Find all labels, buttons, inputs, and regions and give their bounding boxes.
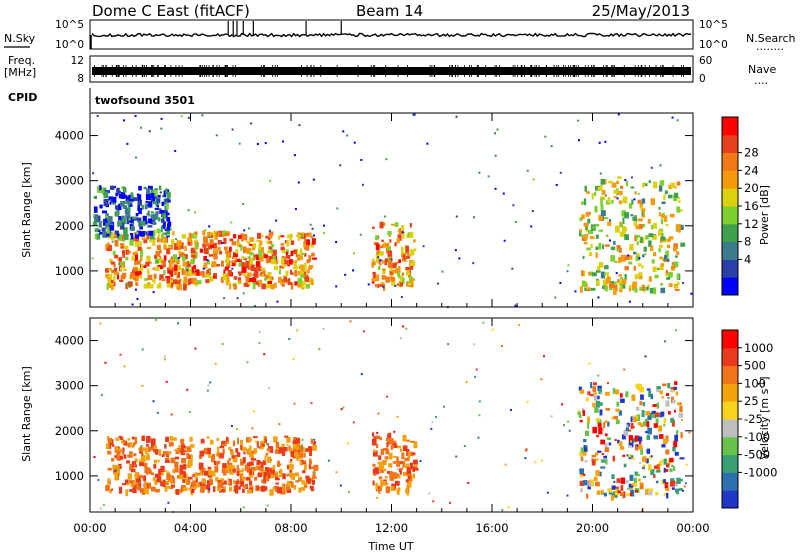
nsky-label: N.Sky xyxy=(4,32,36,45)
beam-title: Beam 14 xyxy=(356,2,423,20)
power-ylabel: Slant Range [km] xyxy=(20,162,33,258)
noise-right-tick-bottom: 10^0 xyxy=(699,39,728,51)
nave-dots: .... xyxy=(754,74,768,87)
range-tick-label: 4000 xyxy=(55,334,84,348)
nave-right-tick-bottom: 0 xyxy=(699,73,706,85)
range-tick-label: 1000 xyxy=(55,469,84,483)
range-tick-label: 3000 xyxy=(55,379,84,393)
colorbar-tick-label: -100 xyxy=(744,430,770,444)
frequency-panel: 12 8 60 0 xyxy=(71,55,713,85)
colorbar-tick-label: 25 xyxy=(744,394,759,408)
time-axis: 00:00 04:00 08:00 12:00 16:00 20:00 00:00 xyxy=(73,113,710,535)
colorbar-tick-label: 4 xyxy=(744,252,751,266)
colorbar-tick-label: 1000 xyxy=(744,341,773,355)
range-tick-label: 4000 xyxy=(55,129,84,143)
nsky-trace xyxy=(91,32,692,38)
colorbar-tick-label: 28 xyxy=(744,146,759,160)
colorbar-tick-label: 20 xyxy=(744,181,759,195)
freq-unit-label: [MHz] xyxy=(4,66,36,79)
time-axis-label: Time UT xyxy=(367,540,413,553)
range-tick-label: 2000 xyxy=(55,424,84,438)
velocity-colorbar-label: Velocity [m s-1] xyxy=(757,376,771,459)
time-tick-label: 08:00 xyxy=(274,521,307,535)
colorbar-tick-label: 100 xyxy=(744,376,766,390)
cpid-label: CPID xyxy=(8,91,37,104)
power-colorbar: 28 24 20 16 12 8 4 xyxy=(721,116,759,296)
noise-right-tick-top: 10^5 xyxy=(699,19,728,31)
colorbar-tick-label: 500 xyxy=(744,359,766,373)
velocity-ylabel: Slant Range [km] xyxy=(20,366,33,462)
time-tick-label: 04:00 xyxy=(174,521,207,535)
noise-panel: 10^5 10^0 10^5 10^0 xyxy=(55,19,728,51)
time-tick-label: 00:00 xyxy=(676,521,709,535)
radar-title: Dome C East (fitACF) xyxy=(92,2,250,20)
velocity-colorbar: 1000 500 100 25 -25 -100 -500 -1000 xyxy=(721,329,777,509)
nsearch-dots: ........ xyxy=(756,40,784,53)
range-tick-label: 2000 xyxy=(55,219,84,233)
freq-label: Freq. xyxy=(8,54,35,67)
time-tick-label: 00:00 xyxy=(73,521,106,535)
freq-left-tick-bottom: 8 xyxy=(77,73,84,85)
time-tick-label: 12:00 xyxy=(375,521,408,535)
nave-right-tick-top: 60 xyxy=(699,55,712,67)
colorbar-tick-label: 24 xyxy=(744,163,759,177)
freq-left-tick-top: 12 xyxy=(71,55,84,67)
colorbar-tick-label: 16 xyxy=(744,199,759,213)
colorbar-tick-label: -500 xyxy=(744,448,770,462)
colorbar-tick-label: -1000 xyxy=(744,465,777,479)
power-colorbar-label: Power [dB] xyxy=(758,185,771,245)
nsearch-label: N.Search xyxy=(746,32,796,45)
range-tick-label: 3000 xyxy=(55,174,84,188)
colorbar-tick-label: -25 xyxy=(744,412,763,426)
nsky-spikes xyxy=(90,21,342,49)
date-title: 25/May/2013 xyxy=(592,2,690,20)
noise-left-tick-top: 10^5 xyxy=(55,19,84,31)
range-tick-label: 1000 xyxy=(55,264,84,278)
time-tick-label: 20:00 xyxy=(576,521,609,535)
nave-label: Nave xyxy=(748,63,776,76)
velocity-panel: 1000 2000 3000 4000 xyxy=(55,317,694,513)
colorbar-tick-label: 12 xyxy=(744,217,759,231)
power-panel: 1000 2000 3000 4000 xyxy=(55,112,694,309)
noise-left-tick-bottom: 10^0 xyxy=(55,39,84,51)
colorbar-tick-label: 8 xyxy=(744,235,751,249)
cpid-program: twofsound 3501 xyxy=(95,94,195,107)
time-tick-label: 16:00 xyxy=(475,521,508,535)
